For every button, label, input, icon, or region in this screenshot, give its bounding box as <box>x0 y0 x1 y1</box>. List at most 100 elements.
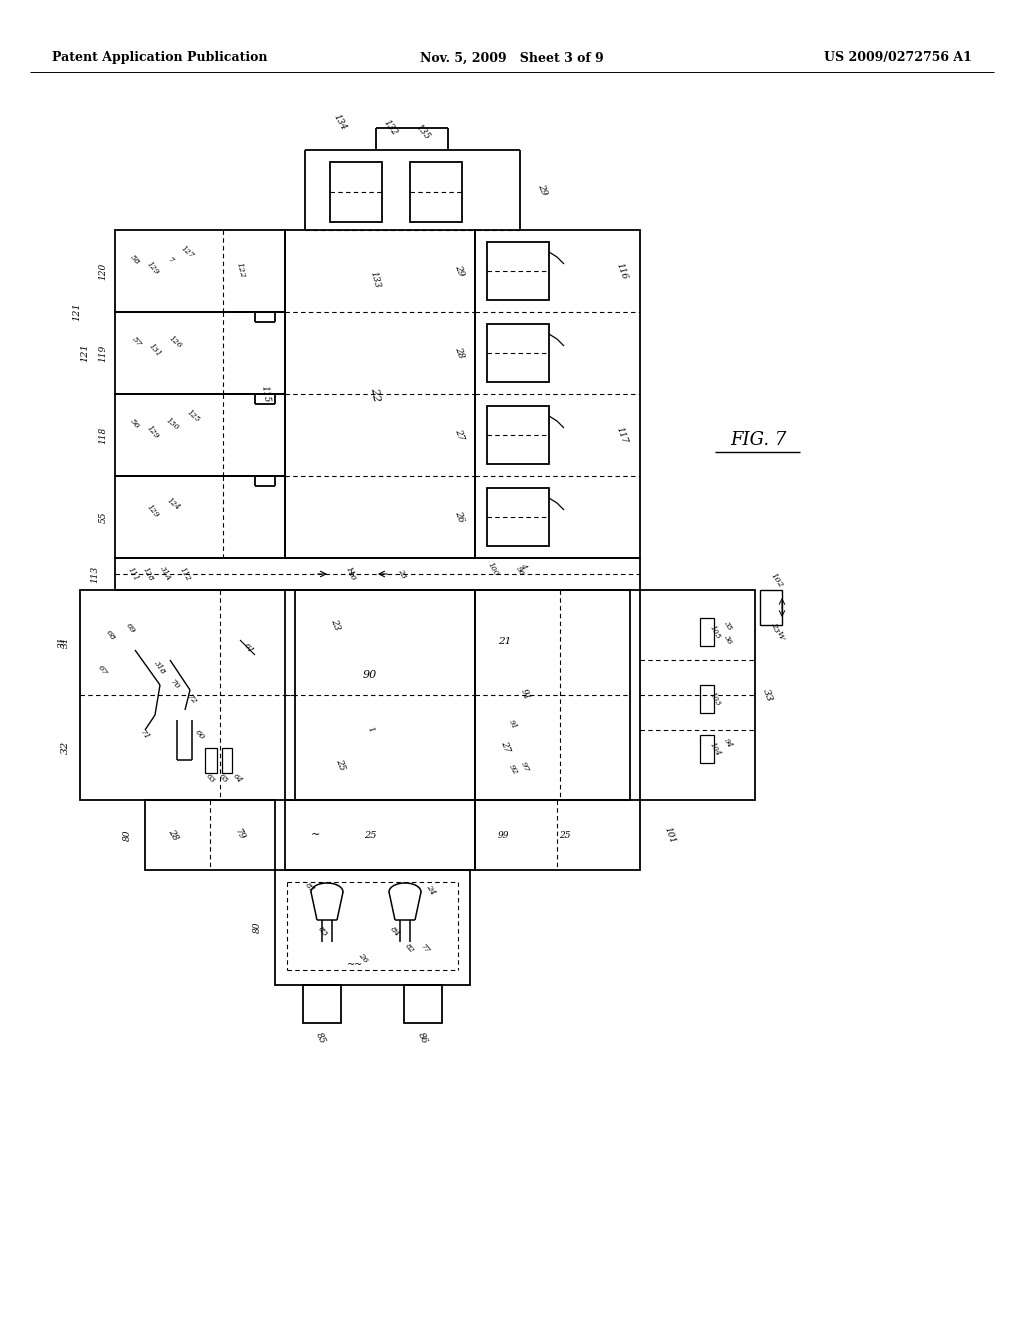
Text: 24: 24 <box>424 883 436 896</box>
Text: 119: 119 <box>98 345 108 362</box>
Text: 94: 94 <box>722 737 734 750</box>
Text: 58: 58 <box>128 253 141 267</box>
Bar <box>487 488 549 546</box>
Text: 32: 32 <box>60 741 70 754</box>
Text: 25: 25 <box>364 830 376 840</box>
Text: 69: 69 <box>124 622 136 635</box>
Text: 61: 61 <box>242 642 254 655</box>
Text: 127: 127 <box>179 244 196 260</box>
Text: 77: 77 <box>419 941 431 954</box>
Text: 84: 84 <box>388 925 401 939</box>
Bar <box>487 407 549 465</box>
Text: 133: 133 <box>369 269 382 289</box>
Text: 31A: 31A <box>158 565 172 582</box>
Text: 318: 318 <box>153 660 168 676</box>
Text: 125: 125 <box>184 408 201 424</box>
Text: 71: 71 <box>138 729 152 742</box>
Text: 57: 57 <box>130 335 143 348</box>
Text: W: W <box>775 630 785 640</box>
Text: 23: 23 <box>769 620 780 634</box>
Text: 86: 86 <box>417 1031 429 1045</box>
Bar <box>700 685 714 713</box>
Text: 116: 116 <box>614 261 629 281</box>
Text: 31: 31 <box>57 636 67 648</box>
Text: 85: 85 <box>314 1031 328 1045</box>
Text: 65: 65 <box>217 772 229 784</box>
Text: 82: 82 <box>403 941 416 954</box>
Bar <box>700 618 714 645</box>
Text: 23: 23 <box>329 618 341 632</box>
Text: 111: 111 <box>126 566 140 582</box>
Text: 23: 23 <box>396 568 408 579</box>
Text: 36: 36 <box>722 634 734 647</box>
Text: 25: 25 <box>334 758 346 772</box>
Text: 135: 135 <box>414 123 432 141</box>
Text: 118: 118 <box>98 426 108 444</box>
Bar <box>330 162 382 222</box>
Bar <box>115 393 285 477</box>
Bar <box>475 800 640 870</box>
Text: 56: 56 <box>128 417 141 430</box>
Text: 129: 129 <box>145 503 161 519</box>
Bar <box>115 477 285 558</box>
Text: 80: 80 <box>253 921 261 933</box>
Text: 91: 91 <box>507 719 519 731</box>
Text: 122: 122 <box>234 261 246 279</box>
Text: 129: 129 <box>145 424 161 440</box>
Text: 112: 112 <box>178 566 193 582</box>
Text: 80: 80 <box>123 829 131 841</box>
Text: 83: 83 <box>316 925 330 939</box>
Text: 102: 102 <box>769 572 785 589</box>
Text: 27: 27 <box>499 741 511 754</box>
Text: 96: 96 <box>514 565 526 577</box>
Text: 1: 1 <box>366 726 375 734</box>
Text: 132: 132 <box>381 119 398 137</box>
Text: 90: 90 <box>362 671 377 680</box>
Bar <box>640 590 755 800</box>
Text: 126: 126 <box>167 334 183 350</box>
Bar <box>404 985 442 1023</box>
Text: 121: 121 <box>73 302 82 321</box>
Text: 28: 28 <box>453 346 465 360</box>
Text: 129: 129 <box>145 260 161 276</box>
Text: 101: 101 <box>663 825 677 845</box>
Text: 33: 33 <box>761 688 773 702</box>
Text: 63: 63 <box>204 772 216 784</box>
Text: 22: 22 <box>369 387 381 401</box>
Text: ~: ~ <box>310 830 319 840</box>
Text: 79: 79 <box>233 828 247 842</box>
Bar <box>285 230 475 558</box>
Text: 55: 55 <box>98 511 108 523</box>
Text: Patent Application Publication: Patent Application Publication <box>52 51 267 65</box>
Bar <box>275 870 470 985</box>
Text: 70: 70 <box>169 678 181 692</box>
Text: 117: 117 <box>614 425 629 445</box>
Bar <box>487 242 549 300</box>
Text: h: h <box>349 570 354 578</box>
Text: 104: 104 <box>708 741 722 758</box>
Text: 26: 26 <box>356 952 370 965</box>
Bar <box>487 323 549 381</box>
Text: 27: 27 <box>453 428 465 442</box>
Text: 121: 121 <box>81 343 89 363</box>
Text: FIG. 7: FIG. 7 <box>730 432 786 449</box>
Text: 68: 68 <box>103 628 117 642</box>
Text: 128: 128 <box>141 566 155 582</box>
Bar <box>700 735 714 763</box>
Text: 134: 134 <box>332 112 348 132</box>
Text: 21: 21 <box>499 638 512 647</box>
Text: 35: 35 <box>722 620 734 632</box>
Text: 72: 72 <box>185 693 199 706</box>
Bar <box>145 800 275 870</box>
Text: 131: 131 <box>147 342 163 358</box>
Bar <box>115 312 285 393</box>
Text: 92: 92 <box>507 763 519 776</box>
Bar <box>285 590 475 800</box>
Bar <box>115 558 640 590</box>
Text: 64: 64 <box>230 772 243 784</box>
Bar <box>475 590 630 800</box>
Bar <box>285 800 475 870</box>
Text: ~~: ~~ <box>347 961 364 969</box>
Text: 100: 100 <box>485 561 500 577</box>
Text: 120: 120 <box>98 263 108 280</box>
